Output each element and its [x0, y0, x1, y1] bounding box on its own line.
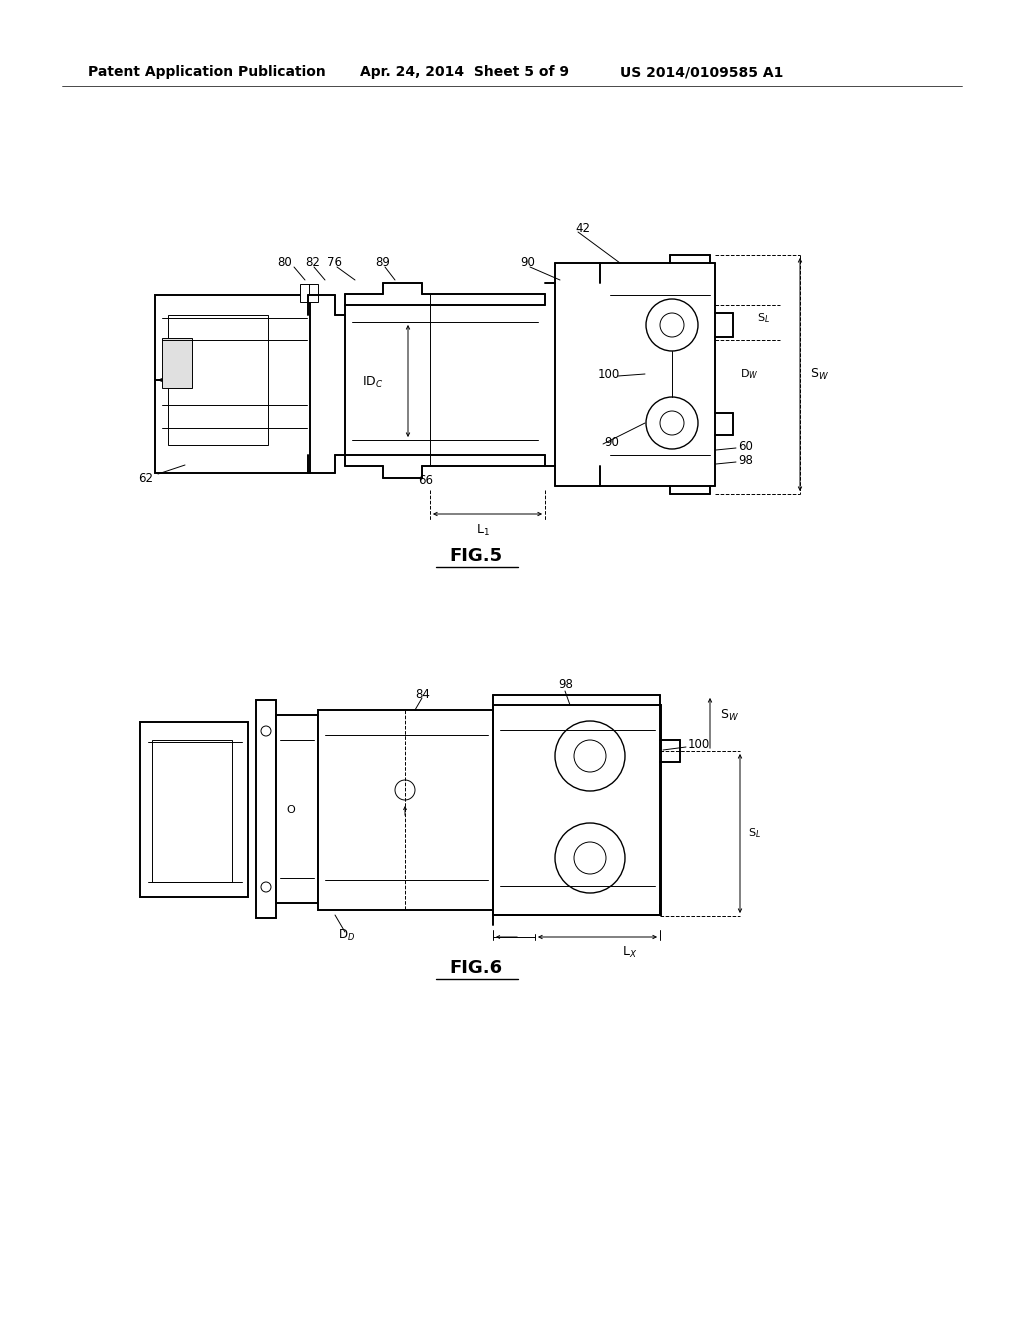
Circle shape	[261, 726, 271, 737]
Circle shape	[660, 411, 684, 436]
Text: S$_W$: S$_W$	[720, 708, 739, 722]
Text: 90: 90	[520, 256, 535, 268]
Circle shape	[395, 780, 415, 800]
Text: 42: 42	[575, 222, 590, 235]
Text: ID$_C$: ID$_C$	[362, 375, 384, 389]
Text: 66: 66	[419, 474, 433, 487]
Bar	[318, 710, 493, 909]
Bar	[256, 700, 276, 917]
Text: 100: 100	[688, 738, 711, 751]
Bar	[152, 741, 232, 882]
Text: L$_1$: L$_1$	[476, 523, 489, 537]
Text: S$_W$: S$_W$	[810, 367, 829, 381]
Circle shape	[660, 313, 684, 337]
Text: S$_L$: S$_L$	[757, 312, 770, 325]
Text: D$_W$: D$_W$	[740, 367, 759, 381]
Circle shape	[261, 882, 271, 892]
Text: D$_D$: D$_D$	[338, 928, 355, 942]
Text: 82: 82	[305, 256, 319, 268]
Text: 100: 100	[598, 367, 621, 380]
Text: Patent Application Publication: Patent Application Publication	[88, 65, 326, 79]
Text: 98: 98	[738, 454, 753, 466]
Text: 76: 76	[327, 256, 342, 268]
Bar	[276, 715, 318, 903]
Text: 80: 80	[278, 256, 292, 268]
Circle shape	[574, 842, 606, 874]
Text: O: O	[287, 805, 295, 814]
Text: FIG.5: FIG.5	[450, 546, 503, 565]
Bar	[155, 294, 310, 473]
Bar	[168, 315, 268, 445]
Text: 60: 60	[738, 440, 753, 453]
Text: 90: 90	[604, 436, 618, 449]
Text: Apr. 24, 2014  Sheet 5 of 9: Apr. 24, 2014 Sheet 5 of 9	[360, 65, 569, 79]
Text: S$_L$: S$_L$	[748, 826, 761, 840]
Bar	[493, 705, 662, 915]
Circle shape	[646, 397, 698, 449]
Text: 84: 84	[415, 689, 430, 701]
Text: 98: 98	[558, 678, 572, 692]
Text: US 2014/0109585 A1: US 2014/0109585 A1	[620, 65, 783, 79]
Text: 89: 89	[375, 256, 390, 268]
Bar	[140, 722, 248, 898]
Bar	[300, 284, 318, 302]
Bar	[162, 338, 193, 388]
Text: L$_X$: L$_X$	[623, 944, 638, 960]
Circle shape	[555, 721, 625, 791]
Circle shape	[574, 741, 606, 772]
Circle shape	[646, 300, 698, 351]
Circle shape	[555, 822, 625, 894]
Text: 62: 62	[138, 471, 153, 484]
Text: FIG.6: FIG.6	[450, 960, 503, 977]
